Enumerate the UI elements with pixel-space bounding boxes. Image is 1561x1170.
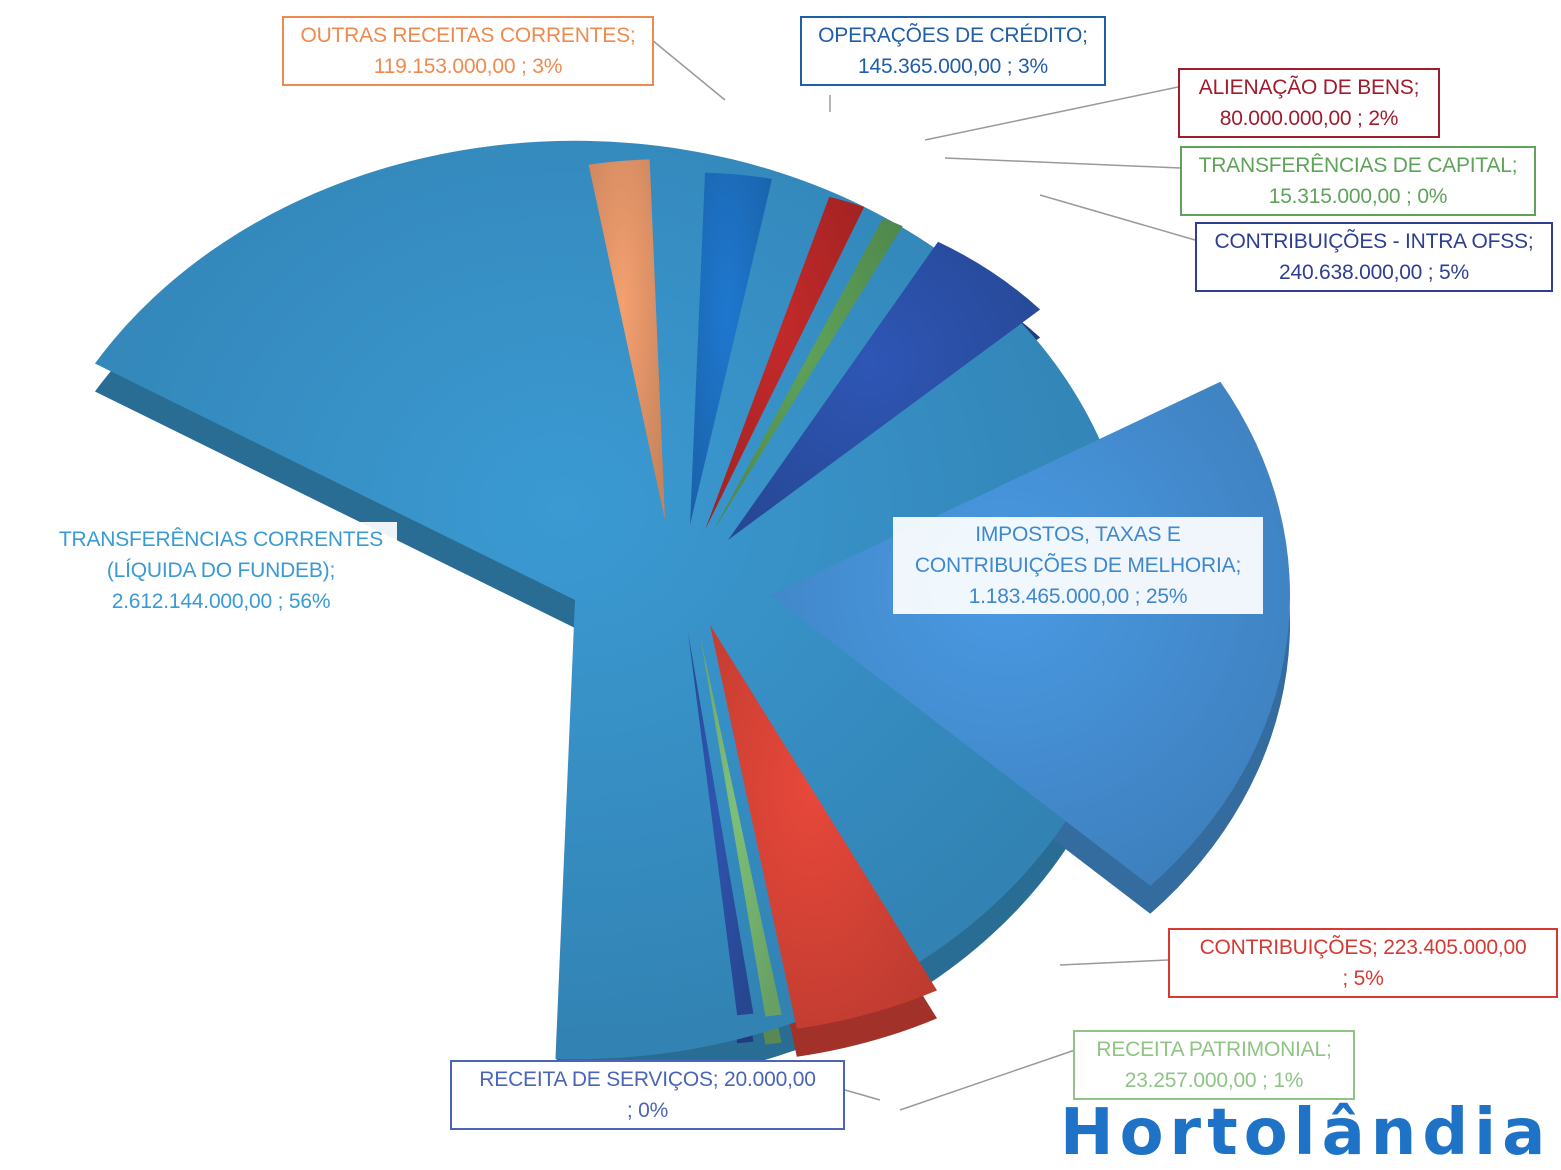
slice-data-label: RECEITA DE SERVIÇOS; 20.000,00 ; 0% — [450, 1060, 845, 1130]
slice-label-line: 240.638.000,00 ; 5% — [1278, 261, 1470, 284]
slice-label-line: CONTRIBUIÇÕES; 223.405.000,00 — [1199, 936, 1527, 959]
slice-data-label: CONTRIBUIÇÕES - INTRA OFSS; 240.638.000,0… — [1195, 222, 1553, 292]
pie-chart-stage: Hortolândia TRANSFERÊNCIAS CORRENTES (LÍQ… — [45, 16, 1558, 1170]
pie-slice — [770, 381, 1290, 886]
pie-slice — [588, 159, 665, 520]
slice-data-label: RECEITA PATRIMONIAL; 23.257.000,00 ; 1% — [1073, 1030, 1355, 1100]
leader-line — [1059, 959, 1169, 966]
slice-label-line: 145.365.000,00 ; 3% — [857, 55, 1049, 78]
leader-line — [1039, 194, 1196, 241]
slice-label-line: (LÍQUIDA DO FUNDEB); — [106, 559, 336, 582]
slice-label-line: 15.315.000,00 ; 0% — [1268, 185, 1448, 208]
slice-label-line: 2.612.144.000,00 ; 56% — [111, 590, 331, 613]
slice-label-line: 80.000.000,00 ; 2% — [1219, 107, 1399, 130]
slice-label-line: CONTRIBUIÇÕES - INTRA OFSS; — [1214, 230, 1534, 253]
slice-label-line: TRANSFERÊNCIAS DE CAPITAL; — [1198, 154, 1518, 177]
slice-label-line: ; 5% — [1342, 967, 1384, 990]
watermark-logo-text: Hortolândia — [1060, 1096, 1552, 1170]
leader-line — [924, 86, 1179, 141]
slice-label-line: CONTRIBUIÇÕES DE MELHORIA; — [914, 554, 1242, 577]
slice-label-line: 119.153.000,00 ; 3% — [373, 55, 563, 78]
leader-line — [844, 1089, 881, 1101]
slice-data-label: CONTRIBUIÇÕES; 223.405.000,00 ; 5% — [1168, 928, 1558, 998]
pie-slice — [728, 241, 1041, 540]
slice-data-label: IMPOSTOS, TAXAS E CONTRIBUIÇÕES DE MELHOR… — [893, 517, 1263, 614]
slice-data-label: OPERAÇÕES DE CRÉDITO; 145.365.000,00 ; 3% — [800, 16, 1106, 86]
slice-label-line: TRANSFERÊNCIAS CORRENTES — [58, 528, 384, 551]
slice-label-line: 23.257.000,00 ; 1% — [1124, 1069, 1304, 1092]
slice-data-label: ALIENAÇÃO DE BENS; 80.000.000,00 ; 2% — [1178, 68, 1440, 138]
slice-label-line: IMPOSTOS, TAXAS E — [975, 523, 1181, 546]
pie-slice — [688, 632, 754, 1016]
slice-data-label: OUTRAS RECEITAS CORRENTES; 119.153.000,00… — [282, 16, 654, 86]
pie-slice — [700, 635, 782, 1017]
slice-data-label: TRANSFERÊNCIAS CORRENTES (LÍQUIDA DO FUND… — [45, 522, 397, 619]
leader-line — [899, 1049, 1076, 1111]
pie-slice — [690, 172, 773, 525]
pie-chart — [94, 39, 1290, 1111]
leader-line — [944, 157, 1181, 169]
slice-label-line: RECEITA DE SERVIÇOS; 20.000,00 — [479, 1068, 816, 1091]
pie-slice — [712, 218, 903, 533]
slice-label-line: OPERAÇÕES DE CRÉDITO; — [818, 24, 1088, 47]
pie-slice — [705, 196, 865, 531]
slice-label-line: ; 0% — [626, 1099, 669, 1122]
slice-label-line: ALIENAÇÃO DE BENS; — [1198, 76, 1420, 99]
slice-label-line: 1.183.465.000,00 ; 25% — [968, 585, 1188, 608]
slice-label-line: RECEITA PATRIMONIAL; — [1096, 1038, 1332, 1061]
slice-data-label: TRANSFERÊNCIAS DE CAPITAL; 15.315.000,00 … — [1180, 146, 1536, 216]
slice-label-line: OUTRAS RECEITAS CORRENTES; — [300, 24, 636, 47]
pie-slice — [710, 625, 937, 1029]
leader-line — [651, 39, 726, 101]
